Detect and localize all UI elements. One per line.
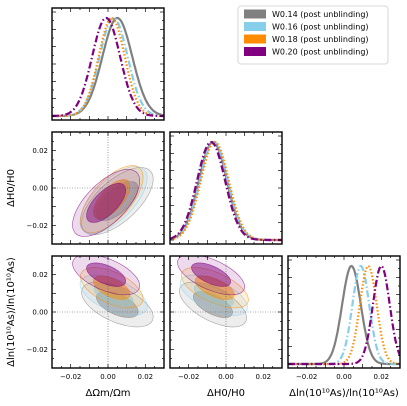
- legend-swatch-series-3: [244, 47, 266, 56]
- marginal-curve-series-2: [170, 140, 282, 242]
- marginal-curve-series-0: [170, 140, 282, 242]
- marginal-curve-series-3: [52, 16, 164, 118]
- x-axis-label-2: Δln(10¹⁰As)/ln(10¹⁰As): [289, 388, 399, 399]
- contour-inner-series-3: [86, 182, 126, 223]
- y-tick-label-row-1: 0.02: [32, 147, 48, 155]
- y-axis-label-1: ΔH0/H0: [6, 169, 17, 207]
- marginal-curve-series-1: [288, 264, 400, 366]
- y-tick-label-row-1: 0.00: [32, 185, 48, 193]
- marginal-curve-series-0: [52, 16, 164, 118]
- marginals-panel-2: [288, 264, 400, 366]
- y-tick-label-row-2: 0.02: [32, 271, 48, 279]
- legend-label-series-1: W0.16 (post unblinding): [272, 23, 369, 32]
- legend-label-series-3: W0.20 (post unblinding): [272, 48, 369, 57]
- x-tick-label-col-2: 0.00: [336, 373, 352, 381]
- y-tick-label-row-2: 0.00: [32, 309, 48, 317]
- legend-swatch-series-1: [244, 22, 266, 31]
- contours-panel-2-1: [177, 256, 249, 328]
- x-tick-label-col-0: 0.00: [100, 373, 116, 381]
- x-tick-label-col-1: 0.02: [256, 373, 272, 381]
- x-axis-label-0: ΔΩm/Ωm: [86, 388, 131, 399]
- contour-inner-series-3: [191, 262, 232, 287]
- x-tick-label-col-1: 0.00: [218, 373, 234, 381]
- x-tick-label-col-0: 0.02: [138, 373, 154, 381]
- x-tick-label-col-0: −0.02: [60, 373, 81, 381]
- legend-label-series-0: W0.14 (post unblinding): [272, 10, 369, 19]
- marginals-panel-1: [170, 140, 282, 242]
- legend-frame: [237, 5, 389, 65]
- y-axis-label-2: Δln(10¹⁰As)/ln(10¹⁰As): [6, 257, 17, 367]
- legend-label-series-2: W0.18 (post unblinding): [272, 35, 369, 44]
- panel-frame-2-2: [287, 255, 401, 369]
- contours-panel-1-0: [72, 165, 154, 237]
- marginal-curve-series-2: [52, 16, 164, 118]
- x-tick-label-col-1: −0.02: [178, 373, 199, 381]
- x-axis-label-1: ΔH0/H0: [207, 388, 245, 399]
- x-tick-label-col-2: 0.02: [374, 373, 390, 381]
- contours-panel-2-0: [72, 256, 154, 328]
- marginal-curve-series-3: [170, 140, 282, 242]
- y-tick-label-row-1: −0.02: [27, 222, 48, 230]
- x-tick-label-col-2: −0.02: [296, 373, 317, 381]
- legend-swatch-series-0: [244, 9, 266, 19]
- legend-swatch-series-2: [244, 34, 266, 44]
- y-tick-label-row-2: −0.02: [27, 346, 48, 354]
- marginals-panel-0: [52, 16, 164, 118]
- contour-inner-series-3: [86, 262, 126, 287]
